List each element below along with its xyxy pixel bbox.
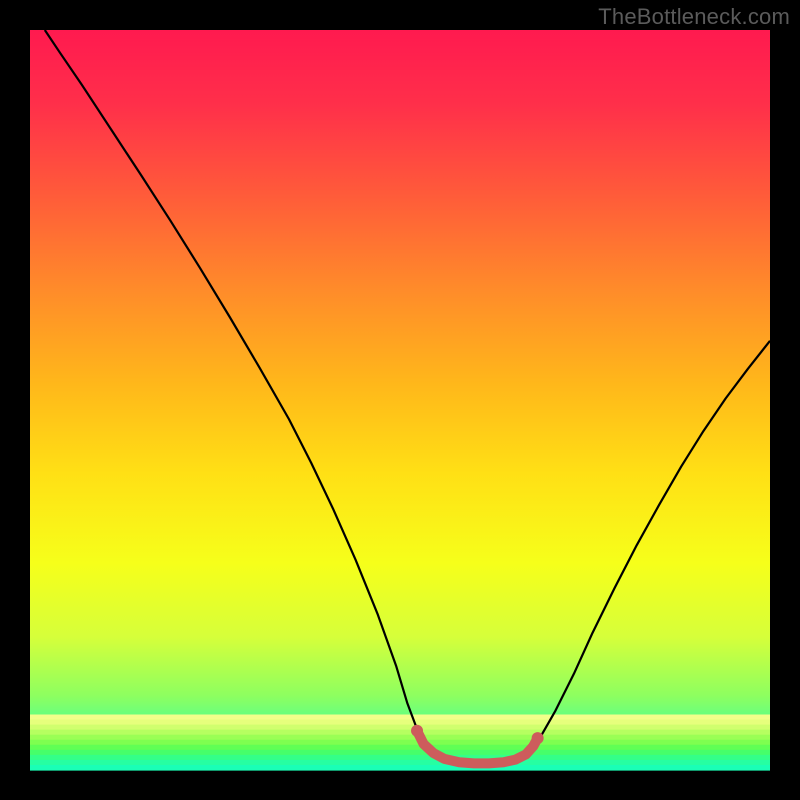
highlight-endpoint — [411, 725, 423, 737]
green-stripe — [30, 725, 770, 731]
green-stripe — [30, 720, 770, 726]
green-stripe — [30, 715, 770, 721]
green-stripe — [30, 745, 770, 751]
green-stripe — [30, 765, 770, 771]
highlight-endpoint — [532, 732, 544, 744]
green-stripe — [30, 750, 770, 756]
green-stripe — [30, 730, 770, 736]
chart-container: { "meta": { "watermark_text": "TheBottle… — [0, 0, 800, 800]
green-stripe — [30, 735, 770, 741]
watermark-text: TheBottleneck.com — [598, 4, 790, 30]
plot-background — [30, 30, 770, 770]
green-stripe — [30, 755, 770, 761]
green-stripe — [30, 760, 770, 766]
bottleneck-chart — [0, 0, 800, 800]
green-stripe — [30, 740, 770, 746]
